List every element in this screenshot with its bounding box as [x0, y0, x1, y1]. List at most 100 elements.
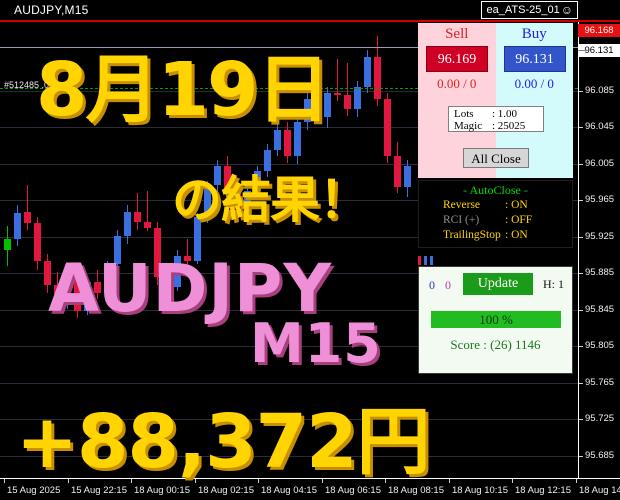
gridline-horizontal: [0, 127, 578, 128]
candle-body: [294, 122, 301, 156]
progress-bar: 100 %: [431, 311, 561, 328]
trailingstop-key: TrailingStop: [443, 229, 501, 241]
lots-key: Lots: [454, 108, 474, 120]
candle-body: [34, 223, 41, 261]
lots-value: : 1.00: [492, 108, 518, 120]
price-tick: [579, 91, 583, 92]
gridline-horizontal: [0, 200, 578, 201]
time-tick: [4, 479, 5, 483]
price-tick: [579, 346, 583, 347]
order-price-line: [0, 88, 578, 89]
time-tick: [195, 479, 196, 483]
trailingstop-value: : ON: [505, 229, 528, 241]
time-tick: [68, 479, 69, 483]
candle-body: [244, 191, 251, 209]
candle-body: [14, 213, 21, 239]
candle-wick: [27, 185, 28, 230]
candle-body: [314, 99, 321, 117]
price-tick-label: 96.085: [585, 85, 615, 96]
crosshair-marker: [578, 50, 586, 51]
gridline-horizontal: [0, 346, 578, 347]
price-scale[interactable]: 96.12596.08596.04596.00595.96595.92595.8…: [578, 22, 620, 497]
candle-body: [214, 166, 221, 185]
price-tick: [579, 456, 583, 457]
update-button[interactable]: Update: [463, 273, 533, 295]
magic-row: Magic : 25025: [449, 120, 543, 132]
gridline-horizontal: [0, 310, 578, 311]
time-tick-label: 15 Aug 22:15: [71, 485, 127, 496]
time-tick-label: 18 Aug 06:15: [325, 485, 381, 496]
time-tick: [258, 479, 259, 483]
candle-body: [164, 277, 171, 287]
candle-body: [334, 93, 341, 95]
time-tick: [131, 479, 132, 483]
gridline-horizontal: [0, 456, 578, 457]
time-tick-label: 18 Aug 12:15: [515, 485, 571, 496]
time-tick: [322, 479, 323, 483]
position-tick-marks: [418, 256, 458, 265]
autoclose-panel: - AutoClose - Reverse : ON RCI (+) : OFF…: [418, 180, 573, 248]
chart-title-bar: AUDJPY,M15 ea_ATS-25_01 ☺: [0, 0, 620, 22]
candle-body: [44, 261, 51, 285]
ea-indicator-box[interactable]: ea_ATS-25_01 ☺: [480, 1, 578, 19]
price-tick: [579, 164, 583, 165]
candle-body: [254, 171, 261, 191]
gridline-horizontal: [0, 383, 578, 384]
ea-name-label: ea_ATS-25_01: [486, 4, 560, 16]
gridline-horizontal: [0, 164, 578, 165]
candle-body: [104, 264, 111, 293]
time-tick-label: 18 Aug 02:15: [198, 485, 254, 496]
candle-body: [344, 95, 351, 109]
gridline-horizontal: [0, 273, 578, 274]
sell-title: Sell: [445, 26, 469, 42]
tick-buy-marker-2: [430, 256, 433, 265]
candle-body: [114, 236, 121, 264]
autoclose-row-reverse[interactable]: Reverse : ON: [419, 198, 572, 213]
candle-body: [404, 166, 411, 187]
candle-body: [84, 282, 91, 311]
candle-body: [204, 185, 211, 217]
price-tick-label: 95.725: [585, 413, 615, 424]
symbol-period-label: AUDJPY,M15: [14, 3, 89, 17]
candle-body: [134, 212, 141, 222]
order-ticket-label: #512485 .00: [4, 80, 55, 90]
autoclose-row-rci[interactable]: RCI (+) : OFF: [419, 213, 572, 228]
count-sell: 0: [445, 278, 451, 292]
price-tick-label: 95.885: [585, 267, 615, 278]
price-tick: [579, 237, 583, 238]
autoclose-row-trailingstop[interactable]: TrailingStop : ON: [419, 228, 572, 243]
candle-body: [54, 285, 61, 299]
reverse-value: : ON: [505, 199, 528, 211]
candle-body: [64, 280, 71, 299]
candle-body: [304, 99, 311, 122]
candle-body: [184, 256, 191, 261]
magic-value: : 25025: [492, 120, 526, 132]
candle-wick: [337, 59, 338, 101]
candle-body: [374, 57, 381, 99]
candle-body: [144, 222, 151, 228]
price-tick: [579, 127, 583, 128]
candle-body: [74, 280, 81, 311]
candle-body: [124, 212, 131, 236]
sell-button[interactable]: 96.169: [426, 46, 488, 72]
candle-body: [174, 256, 181, 287]
tick-buy-marker: [424, 256, 427, 265]
time-scale[interactable]: 15 Aug 2025 15 Aug 22:15 18 Aug 00:15 18 Au…: [0, 478, 620, 500]
candle-body: [324, 93, 331, 117]
candle-body: [274, 130, 281, 150]
candle-wick: [187, 239, 188, 266]
price-tick: [579, 419, 583, 420]
count-buy: 0: [429, 278, 435, 292]
time-tick-label: 18 Aug 00:15: [134, 485, 190, 496]
candle-body: [264, 150, 271, 171]
candle-wick: [147, 191, 148, 231]
candle-body: [94, 282, 101, 293]
buy-button[interactable]: 96.131: [503, 46, 566, 72]
lots-row: Lots : 1.00: [449, 108, 543, 120]
candle-wick: [137, 193, 138, 230]
time-tick-label: 18 Aug 10:15: [452, 485, 508, 496]
gridline-horizontal: [0, 237, 578, 238]
all-close-button[interactable]: All Close: [463, 148, 529, 168]
score-panel: 0 0 Update H: 1 100 % Score : (26) 1146: [418, 266, 573, 374]
